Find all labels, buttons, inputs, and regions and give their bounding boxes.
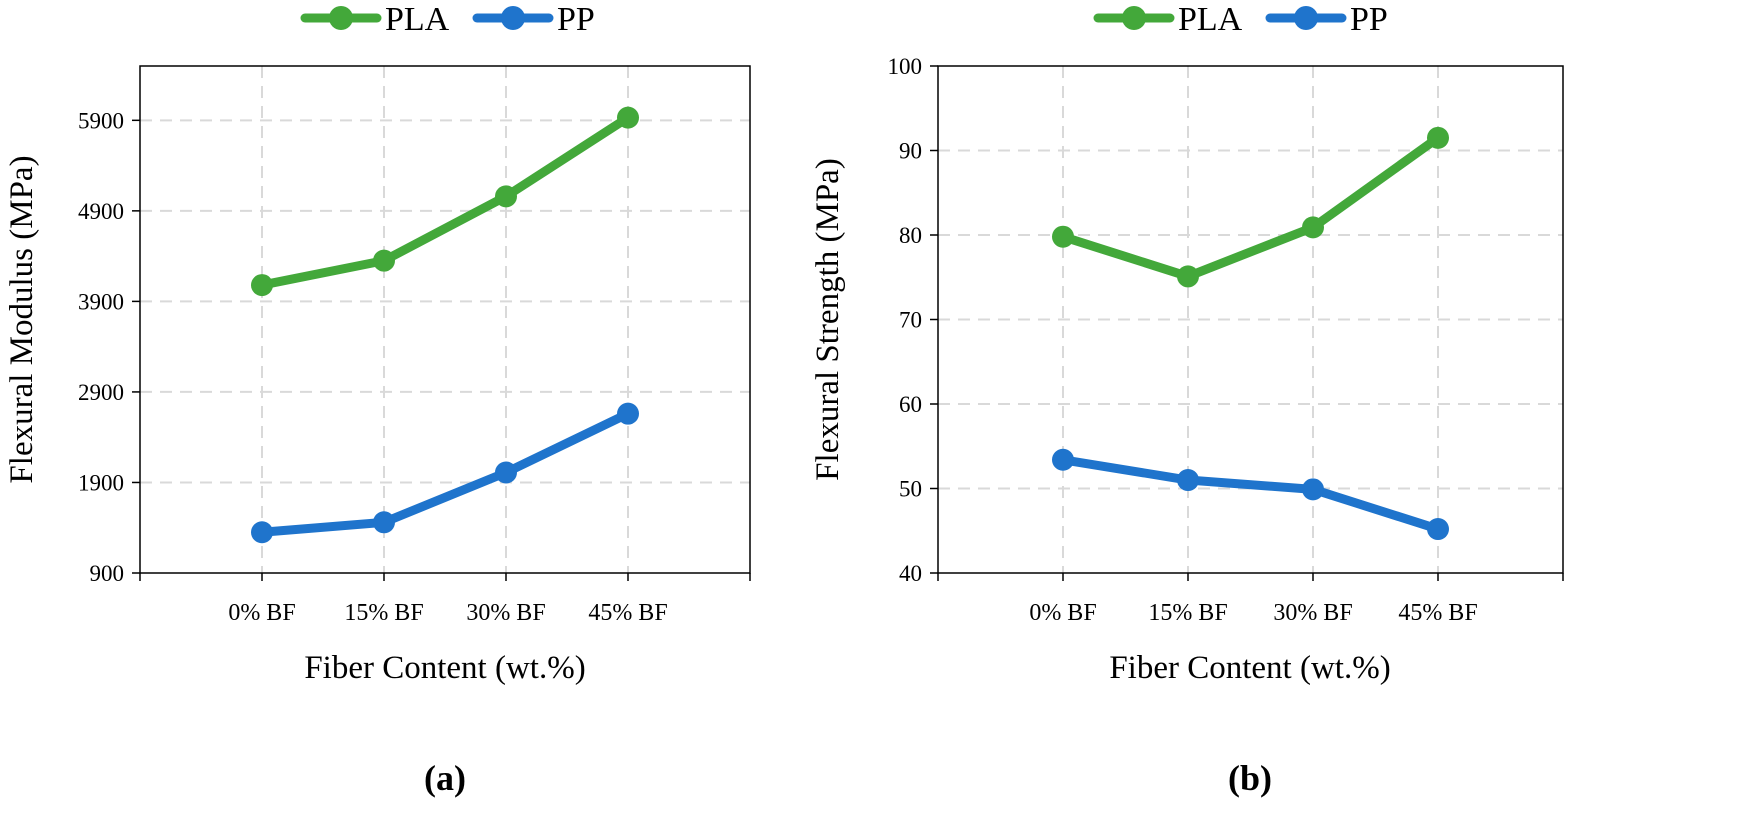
legend-label: PP <box>1350 1 1388 38</box>
data-point-pp <box>1427 518 1449 541</box>
y-tick-label: 60 <box>899 392 922 417</box>
y-tick-label: 40 <box>899 561 922 586</box>
x-tick-label: 45% BF <box>1398 600 1477 626</box>
y-tick-label: 70 <box>899 308 922 333</box>
x-tick-label: 30% BF <box>466 600 545 626</box>
data-point-pla <box>617 106 639 129</box>
x-axis-label: Fiber Content (wt.%) <box>1109 650 1390 686</box>
y-axis-label: Flexural Modulus (MPa) <box>4 155 40 483</box>
x-tick-label: 15% BF <box>1148 600 1227 626</box>
legend-label: PLA <box>1178 1 1243 38</box>
data-point-pp <box>373 511 395 534</box>
panel-label: (a) <box>424 758 466 798</box>
legend-item-pla: PLA <box>1093 1 1243 38</box>
y-tick-label: 2900 <box>78 380 124 405</box>
legend-marker <box>329 6 353 30</box>
data-point-pla <box>1427 126 1449 149</box>
data-point-pp <box>495 461 517 484</box>
y-tick-label: 3900 <box>78 289 124 314</box>
y-tick-label: 1900 <box>78 470 124 495</box>
legend-marker <box>1122 6 1146 30</box>
data-point-pp <box>1302 478 1324 501</box>
data-point-pla <box>495 185 517 208</box>
y-tick-label: 90 <box>899 139 922 164</box>
legend-marker <box>501 6 525 30</box>
x-tick-label: 0% BF <box>1029 600 1096 626</box>
legend-item-pp: PP <box>1265 1 1388 38</box>
data-point-pp <box>251 521 273 544</box>
chart-panel-1: 900 1900 2900 3900 4900 5900 0% BF 15% BF 30% BF… <box>4 1 751 798</box>
data-point-pla <box>1302 216 1324 239</box>
x-tick-label: 45% BF <box>588 600 667 626</box>
data-point-pp <box>1177 469 1199 492</box>
y-tick-label: 5900 <box>78 108 124 133</box>
legend-label: PLA <box>385 1 450 38</box>
y-axis-label: Flexural Strength (MPa) <box>810 158 846 481</box>
legend-label: PP <box>557 1 595 38</box>
series-line-pla <box>257 113 633 290</box>
x-axis-label: Fiber Content (wt.%) <box>304 650 585 686</box>
series-line-pp <box>257 409 633 537</box>
y-tick-label: 80 <box>899 223 922 248</box>
data-point-pla <box>1177 265 1199 288</box>
y-tick-label: 50 <box>899 477 922 502</box>
y-tick-label: 4900 <box>78 199 124 224</box>
panel-label: (b) <box>1228 758 1272 798</box>
plot-frame <box>139 65 751 574</box>
legend-item-pp: PP <box>472 1 595 38</box>
x-tick-label: 15% BF <box>344 600 423 626</box>
x-tick-label: 0% BF <box>228 600 295 626</box>
data-point-pp <box>1052 448 1074 471</box>
series-line-pla <box>1058 133 1443 281</box>
data-point-pla <box>1052 225 1074 248</box>
legend-marker <box>1294 6 1318 30</box>
y-tick-label: 100 <box>888 54 923 79</box>
x-tick-label: 30% BF <box>1273 600 1352 626</box>
data-point-pla <box>251 274 273 297</box>
data-point-pla <box>373 249 395 272</box>
y-tick-label: 900 <box>90 561 125 586</box>
data-point-pp <box>617 402 639 425</box>
series-line-pp <box>1058 455 1443 534</box>
legend-item-pla: PLA <box>300 1 450 38</box>
chart-panel-2: 40 50 60 70 80 90 100 0% BF 15% BF 30% BF 45% BF Fi… <box>810 1 1564 798</box>
